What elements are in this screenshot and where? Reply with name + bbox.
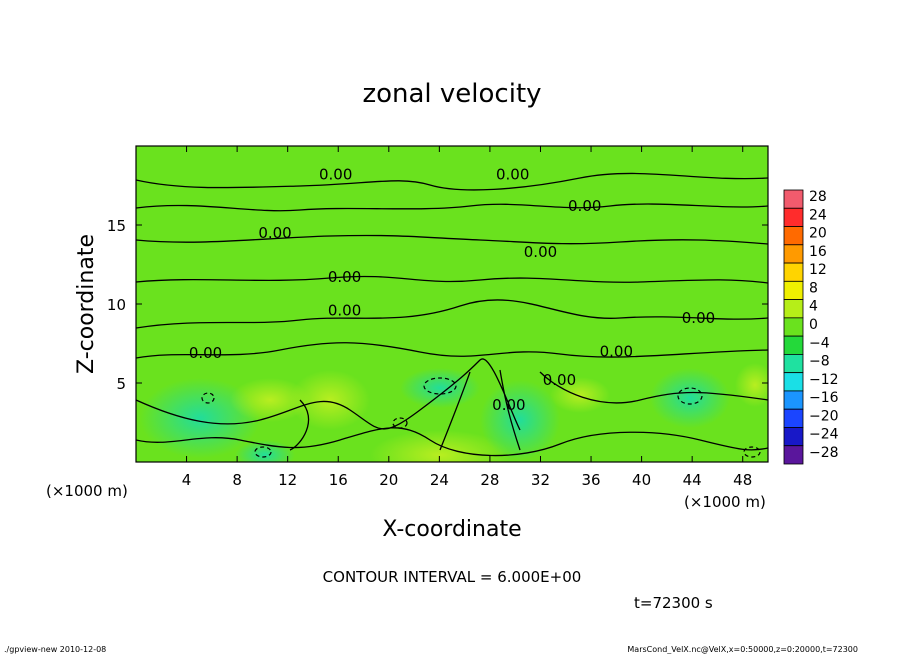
colorbar-segment — [783, 408, 804, 428]
contour-label: 0.00 — [319, 165, 352, 183]
colorbar-label: −24 — [809, 427, 839, 443]
contour-label: 0.00 — [492, 396, 525, 414]
colorbar-label: 16 — [809, 244, 827, 260]
colorbar-segment — [783, 390, 804, 410]
x-tick-label: 20 — [379, 471, 398, 489]
x-tick-label: 36 — [581, 471, 600, 489]
contour-label: 0.00 — [328, 301, 361, 319]
colorbar-segment — [783, 299, 804, 319]
footer-right: MarsCond_VelX.nc@VelX,x=0:50000,z=0:2000… — [627, 645, 858, 654]
colorbar-segment — [783, 353, 804, 374]
contour-label: 0.00 — [524, 243, 557, 261]
colorbar-segment — [783, 207, 804, 227]
x-unit-label-left: (×1000 m) — [46, 482, 128, 500]
colorbar-segment — [783, 244, 804, 264]
x-tick-label: 16 — [329, 471, 348, 489]
colorbar: 28 24 20 16 12 8 4 0 −4 −8 −12 −16 −20 −24 −28 — [783, 189, 839, 465]
colorbar-label: 24 — [809, 207, 827, 223]
x-tick-label: 8 — [232, 471, 242, 489]
contour-interval-text: CONTOUR INTERVAL = 6.000E+00 — [323, 568, 582, 586]
contour-label: 0.00 — [189, 344, 222, 362]
colorbar-label: −16 — [809, 390, 839, 406]
x-tick-label: 32 — [531, 471, 550, 489]
colorbar-segment — [783, 335, 804, 355]
color-field: 0.00 0.00 0.00 0.00 0.00 0.00 0.00 0.00 0.00 0.00… — [136, 165, 768, 462]
colorbar-label: −20 — [809, 408, 839, 424]
x-tick-label: 12 — [278, 471, 297, 489]
x-tick-label: 28 — [480, 471, 499, 489]
x-tick-label: 24 — [430, 471, 449, 489]
x-axis-title: X-coordinate — [382, 517, 521, 542]
y-tick-label: 15 — [107, 217, 126, 235]
contour-label: 0.00 — [568, 197, 601, 215]
time-label: t=72300 s — [634, 594, 713, 612]
colorbar-segment — [783, 226, 804, 246]
contour-label: 0.00 — [258, 224, 291, 242]
colorbar-label: −8 — [809, 354, 830, 370]
footer-left: ./gpview-new 2010-12-08 — [4, 645, 106, 654]
colorbar-segment — [783, 372, 804, 392]
x-tick-label: 40 — [632, 471, 651, 489]
x-tick-label: 4 — [182, 471, 192, 489]
contour-label: 0.00 — [682, 309, 715, 327]
colorbar-label: −12 — [809, 372, 839, 388]
colorbar-label: 4 — [809, 299, 818, 315]
colorbar-label: 20 — [809, 226, 827, 242]
colorbar-segment — [783, 262, 804, 282]
y-tick-label: 10 — [107, 296, 126, 314]
colorbar-label: 0 — [809, 317, 818, 333]
colorbar-label: 28 — [809, 189, 827, 205]
x-tick-label: 48 — [733, 471, 752, 489]
contour-label: 0.00 — [600, 342, 633, 360]
contour-label: 0.00 — [543, 371, 576, 389]
colorbar-segment — [783, 189, 804, 209]
colorbar-segment — [783, 280, 804, 301]
chart-title: zonal velocity — [362, 79, 541, 109]
y-tick-label: 5 — [116, 375, 126, 393]
colorbar-segment — [783, 317, 804, 337]
colorbar-label: −28 — [809, 445, 839, 461]
y-axis-title: Z-coordinate — [74, 234, 99, 374]
x-unit-label-right: (×1000 m) — [684, 493, 766, 511]
colorbar-segment — [783, 445, 804, 465]
contour-label: 0.00 — [328, 268, 361, 286]
x-tick-label: 44 — [683, 471, 702, 489]
colorbar-segment — [783, 427, 804, 447]
colorbar-label: 12 — [809, 262, 827, 278]
contour-label: 0.00 — [496, 165, 529, 183]
colorbar-label: −4 — [809, 335, 830, 351]
colorbar-label: 8 — [809, 280, 818, 296]
